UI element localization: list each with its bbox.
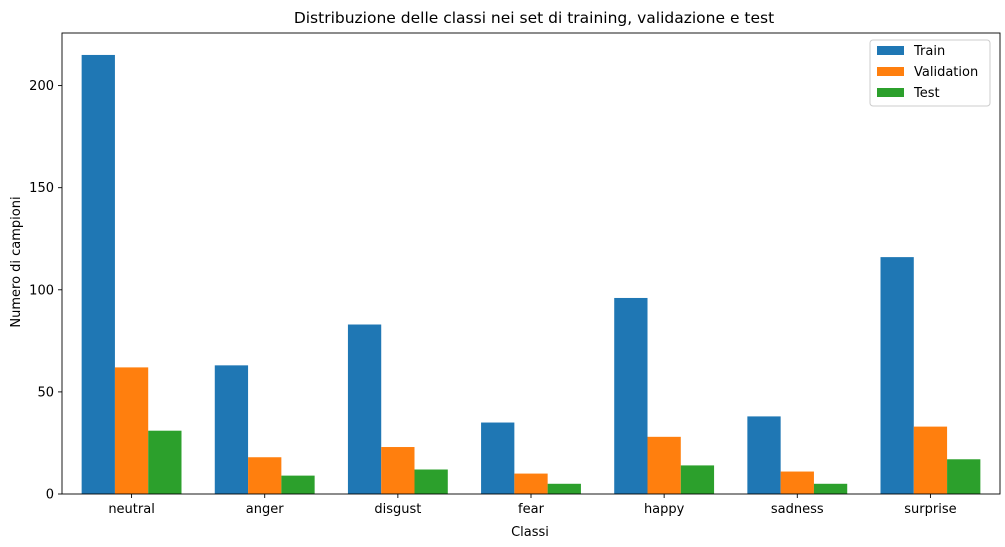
x-tick-label-surprise: surprise <box>904 502 956 517</box>
bar-test-happy <box>680 465 715 494</box>
chart-title: Distribuzione delle classi nei set di tr… <box>294 9 774 27</box>
bar-validation-neutral <box>114 367 149 494</box>
y-axis-title: Numero di campioni <box>9 196 24 327</box>
bar-validation-disgust <box>381 447 415 494</box>
x-tick-label-disgust: disgust <box>374 502 421 517</box>
x-tick-label-happy: happy <box>644 502 685 517</box>
bar-train-happy <box>614 297 648 494</box>
y-tick-label: 0 <box>46 488 54 503</box>
x-tick-label-neutral: neutral <box>108 502 155 517</box>
bar-train-disgust <box>347 324 382 494</box>
bar-validation-fear <box>514 473 548 494</box>
bar-train-fear <box>481 422 515 494</box>
bar-train-sadness <box>747 416 781 494</box>
legend-swatch-test <box>877 88 904 97</box>
y-tick-label: 150 <box>29 181 54 196</box>
bar-test-surprise <box>947 459 981 494</box>
bar-train-neutral <box>81 54 115 494</box>
legend-label-train: Train <box>913 44 945 59</box>
bar-test-fear <box>547 483 581 494</box>
bar-train-anger <box>214 365 249 494</box>
x-tick-label-fear: fear <box>518 502 545 517</box>
bar-validation-surprise <box>913 426 948 494</box>
legend: Train Validation Test <box>869 39 991 107</box>
bar-validation-sadness <box>780 471 814 494</box>
x-axis-title: Classi <box>511 525 549 540</box>
legend-label-validation: Validation <box>914 65 978 80</box>
legend-swatch-validation <box>877 67 904 76</box>
legend-swatch-train <box>877 46 904 55</box>
bar-train-surprise <box>880 257 914 494</box>
bar-test-sadness <box>813 483 848 494</box>
y-tick-label: 200 <box>29 79 54 94</box>
bar-validation-anger <box>248 457 282 494</box>
bar-test-neutral <box>148 430 182 494</box>
bar-validation-happy <box>647 436 681 494</box>
y-tick-label: 50 <box>37 385 54 400</box>
bar-test-disgust <box>414 469 448 494</box>
legend-label-test: Test <box>913 86 940 101</box>
plot-area: 0 50 100 150 200 neutral anger disgust fear happy… <box>29 32 1001 517</box>
x-tick-label-sadness: sadness <box>771 502 824 517</box>
plot-frame <box>61 32 1001 495</box>
x-tick-label-anger: anger <box>246 502 284 517</box>
y-tick-label: 100 <box>29 283 54 298</box>
bar-test-anger <box>281 475 315 494</box>
